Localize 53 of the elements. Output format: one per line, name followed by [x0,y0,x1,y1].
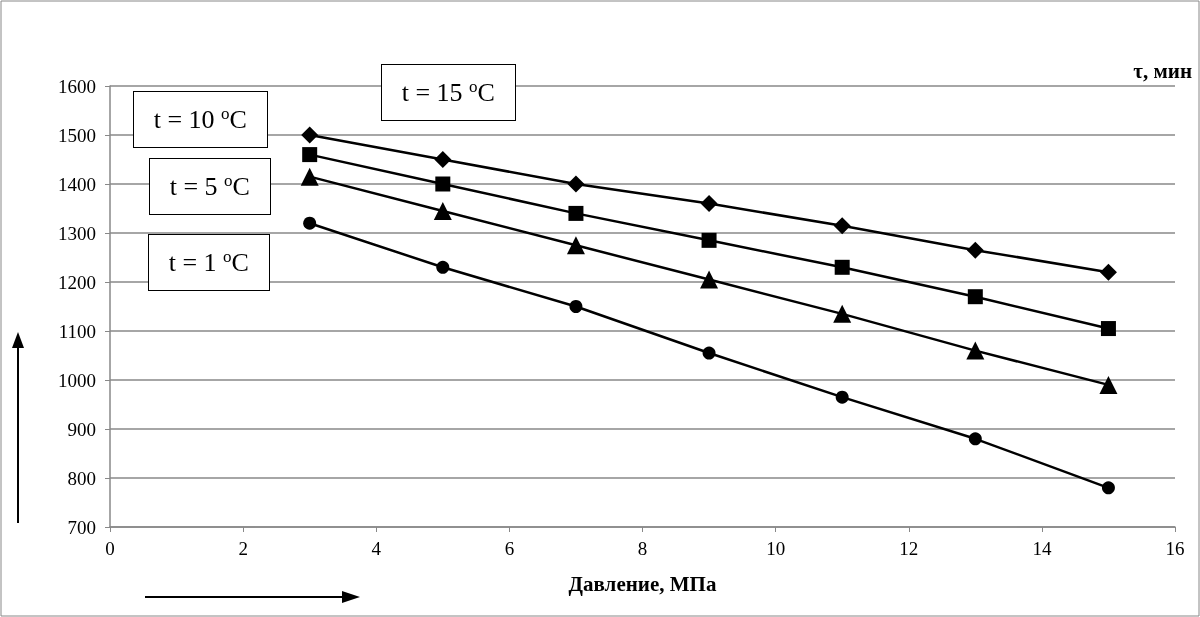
point [701,232,717,248]
point [966,241,984,259]
point [434,151,452,168]
y-axis-title: τ, мин [1133,58,1192,83]
point [1099,375,1118,394]
point [300,167,319,186]
point [835,390,849,404]
point [567,175,585,193]
x-tick-label: 16 [1165,538,1185,559]
x-axis-title: Давление, МПа [568,571,717,596]
series-label: t = 5 $^{o}$C [148,157,271,215]
y-tick-label: 1100 [58,320,96,342]
point [833,304,852,323]
x-tick-label: 12 [899,538,919,559]
y-tick-label: 1200 [58,271,96,293]
x-tick-label: 10 [766,538,786,559]
x-tick-label: 14 [1032,538,1052,559]
x-tick-label: 0 [105,538,115,559]
point [303,216,317,230]
point [435,176,451,192]
point [433,201,452,220]
point [1101,481,1115,495]
text: t = 10 $^{o}$C [132,90,268,148]
y-tick-label: 800 [67,467,96,489]
point [700,270,719,289]
y-tick-label: 1600 [58,75,96,97]
point [967,289,983,305]
y-tick-label: 1500 [58,124,96,146]
point [1100,321,1116,337]
point [834,259,850,275]
point [302,147,318,163]
point [566,236,585,255]
point [1099,263,1117,281]
x-tick-label: 2 [238,538,248,559]
point [702,346,716,360]
y-tick-label: 900 [67,418,96,440]
point [700,195,718,213]
y-tick-label: 1300 [58,222,96,244]
x-tick-label: 4 [371,538,382,559]
y-tick-label: 1400 [58,173,96,195]
x-tick-label: 8 [637,538,648,559]
point [968,432,982,446]
point [833,217,851,235]
x-tick-label: 6 [504,538,515,559]
point [966,341,985,360]
text: t = 1 $^{o}$C [147,234,270,292]
y-tick-label: 700 [67,516,96,538]
series-label: t = 15 $^{o}$C [380,64,516,121]
point [568,205,584,221]
point [569,300,583,313]
y-tick-label: 1000 [58,369,96,391]
point [436,260,450,274]
point [301,126,319,144]
